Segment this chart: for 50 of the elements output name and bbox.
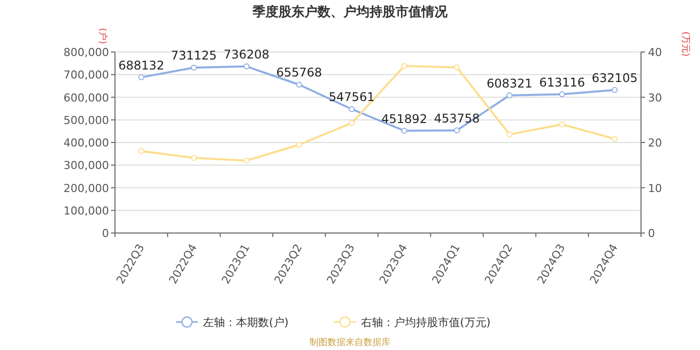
y-tick-label: 200,000 (64, 182, 109, 195)
point (138, 74, 144, 80)
point (190, 154, 197, 161)
y-tick-label: 300,000 (64, 159, 109, 172)
data-label: 451892 (381, 112, 428, 126)
point (454, 64, 460, 70)
point (244, 158, 250, 164)
point (559, 121, 566, 128)
y-tick-label: 0 (102, 227, 109, 240)
y-tick-label: 800,000 (64, 46, 109, 59)
point (506, 92, 512, 98)
y-axis-title: (户) (97, 28, 108, 44)
y-tick-label: 600,000 (64, 91, 109, 104)
data-label: 688132 (118, 58, 164, 72)
data-label: 731125 (170, 48, 217, 63)
point (296, 82, 302, 88)
y-tick-label: 500,000 (64, 114, 109, 127)
data-label: 453758 (434, 111, 480, 126)
y-tick-label: 700,000 (64, 68, 109, 82)
y2-tick-label: 10 (648, 182, 662, 195)
point (401, 63, 408, 70)
data-label: 632105 (592, 70, 638, 85)
legend-label: 右轴：户均持股市值(万元) (361, 316, 491, 329)
data-label: 736208 (224, 47, 270, 62)
data-label: 613116 (539, 75, 586, 90)
point (348, 106, 355, 112)
y2-tick-label: 0 (648, 227, 655, 240)
point (138, 148, 144, 154)
chart-title: 季度股东户数、户均持股市值情况 (252, 4, 448, 20)
text: 制图数据来自数据库 (310, 337, 390, 348)
y2-tick-label: 40 (648, 46, 662, 59)
point (506, 131, 512, 138)
y2-axis-title: (万元) (680, 31, 691, 57)
y-tick-label: 100,000 (64, 204, 109, 218)
data-label: 608321 (486, 76, 532, 90)
point (612, 86, 618, 93)
point (612, 136, 618, 142)
point (296, 142, 302, 148)
point (244, 63, 250, 70)
point (190, 64, 197, 71)
data-label: 547561 (328, 90, 375, 104)
point (559, 91, 566, 98)
point (454, 127, 460, 134)
point (348, 120, 355, 126)
legend-label: 左轴：本期数(户) (203, 316, 289, 329)
y2-tick-label: 20 (648, 136, 662, 150)
point (401, 128, 408, 134)
y-tick-label: 400,000 (64, 136, 109, 150)
data-label: 655768 (276, 66, 322, 80)
y2-tick-label: 30 (648, 91, 662, 104)
